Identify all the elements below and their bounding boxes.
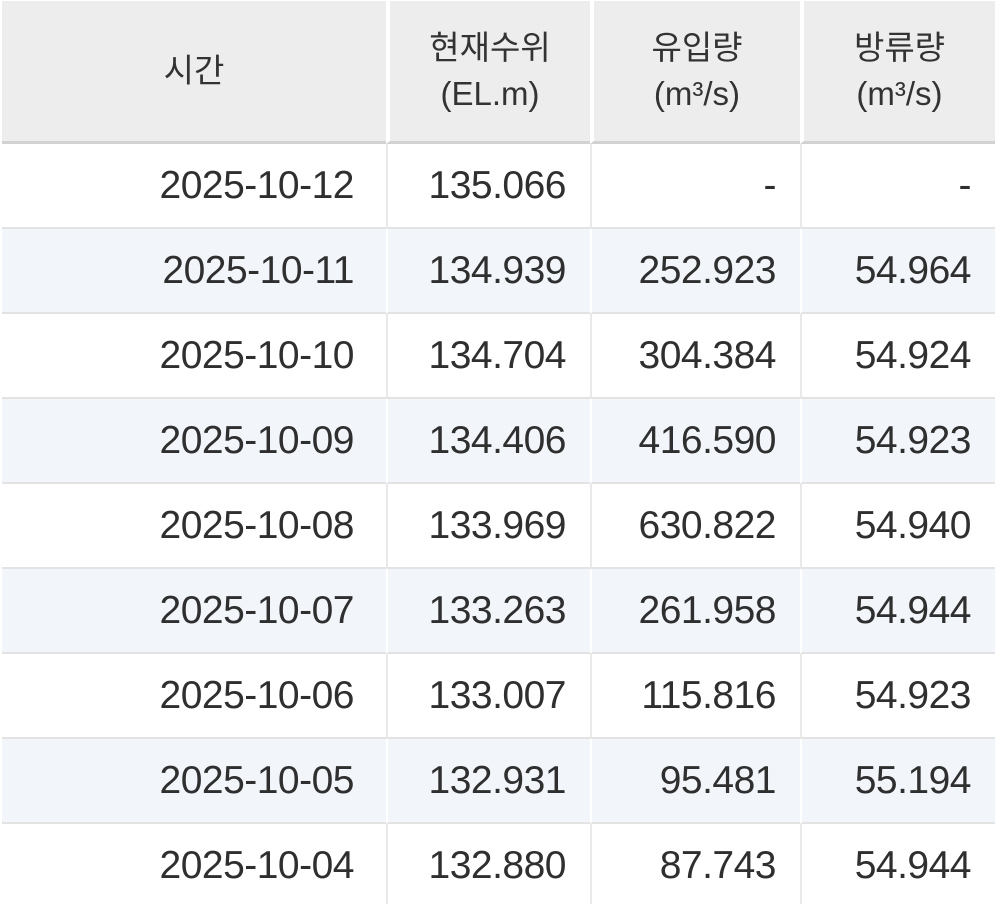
cell-outflow: 54.940 [800, 484, 995, 569]
column-unit-outflow: (m³/s) [856, 75, 943, 112]
cell-time: 2025-10-07 [2, 569, 386, 654]
column-label-time: 시간 [163, 52, 225, 90]
cell-outflow: 54.944 [800, 569, 995, 654]
table-row: 2025-10-10 134.704 304.384 54.924 [2, 314, 995, 399]
table-row: 2025-10-06 133.007 115.816 54.923 [2, 654, 995, 739]
table-row: 2025-10-08 133.969 630.822 54.940 [2, 484, 995, 569]
table-row: 2025-10-07 133.263 261.958 54.944 [2, 569, 995, 654]
cell-time: 2025-10-05 [2, 739, 386, 824]
cell-outflow: - [800, 144, 995, 229]
cell-inflow: 261.958 [590, 569, 800, 654]
table-row: 2025-10-12 135.066 - - [2, 144, 995, 229]
cell-level: 133.263 [386, 569, 590, 654]
table-row: 2025-10-09 134.406 416.590 54.923 [2, 399, 995, 484]
cell-inflow: 115.816 [590, 654, 800, 739]
cell-level: 133.007 [386, 654, 590, 739]
cell-outflow: 54.924 [800, 314, 995, 399]
cell-inflow: 416.590 [590, 399, 800, 484]
cell-level: 134.704 [386, 314, 590, 399]
cell-inflow: 87.743 [590, 824, 800, 904]
cell-time: 2025-10-11 [2, 229, 386, 314]
cell-outflow: 54.964 [800, 229, 995, 314]
cell-level: 134.939 [386, 229, 590, 314]
column-header-level: 현재수위 (EL.m) [386, 1, 590, 144]
cell-inflow: - [590, 144, 800, 229]
cell-inflow: 252.923 [590, 229, 800, 314]
cell-level: 135.066 [386, 144, 590, 229]
cell-time: 2025-10-04 [2, 824, 386, 904]
header-row: 시간 현재수위 (EL.m) 유입량 (m³/s) 방류량 (m³/s) [2, 1, 995, 144]
table-row: 2025-10-04 132.880 87.743 54.944 [2, 824, 995, 904]
cell-level: 133.969 [386, 484, 590, 569]
cell-inflow: 304.384 [590, 314, 800, 399]
table-row: 2025-10-05 132.931 95.481 55.194 [2, 739, 995, 824]
cell-level: 134.406 [386, 399, 590, 484]
table-row: 2025-10-11 134.939 252.923 54.964 [2, 229, 995, 314]
column-label-outflow: 방류량 [853, 29, 946, 67]
cell-time: 2025-10-10 [2, 314, 386, 399]
column-header-outflow: 방류량 (m³/s) [800, 1, 995, 144]
cell-outflow: 54.923 [800, 399, 995, 484]
column-label-level: 현재수위 [429, 29, 551, 67]
column-unit-inflow: (m³/s) [653, 75, 741, 112]
column-header-inflow: 유입량 (m³/s) [590, 1, 800, 144]
cell-time: 2025-10-09 [2, 399, 386, 484]
cell-time: 2025-10-08 [2, 484, 386, 569]
cell-time: 2025-10-06 [2, 654, 386, 739]
cell-inflow: 95.481 [590, 739, 800, 824]
column-unit-level: (EL.m) [440, 75, 540, 112]
table-header: 시간 현재수위 (EL.m) 유입량 (m³/s) 방류량 (m³/s) [2, 1, 995, 144]
cell-outflow: 54.923 [800, 654, 995, 739]
cell-level: 132.880 [386, 824, 590, 904]
cell-inflow: 630.822 [590, 484, 800, 569]
table-body: 2025-10-12 135.066 - - 2025-10-11 134.93… [2, 144, 995, 904]
cell-time: 2025-10-12 [2, 144, 386, 229]
column-header-time: 시간 [2, 1, 386, 144]
cell-level: 132.931 [386, 739, 590, 824]
column-label-inflow: 유입량 [651, 29, 743, 67]
cell-outflow: 54.944 [800, 824, 995, 904]
cell-outflow: 55.194 [800, 739, 995, 824]
